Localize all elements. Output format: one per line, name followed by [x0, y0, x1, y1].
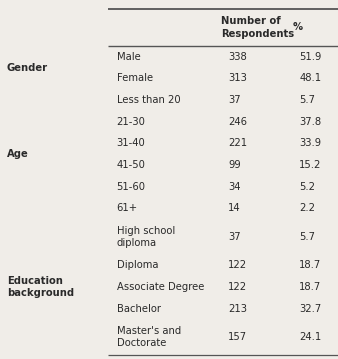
Text: 18.7: 18.7 [299, 282, 321, 292]
Text: 122: 122 [228, 260, 247, 270]
Text: 213: 213 [228, 304, 247, 314]
Text: Male: Male [117, 52, 140, 62]
Text: 61+: 61+ [117, 204, 138, 214]
Text: Gender: Gender [7, 62, 48, 73]
Text: 246: 246 [228, 117, 247, 127]
Text: 37.8: 37.8 [299, 117, 321, 127]
Text: Diploma: Diploma [117, 260, 158, 270]
Text: %: % [292, 23, 303, 32]
Text: 313: 313 [228, 74, 247, 83]
Text: Associate Degree: Associate Degree [117, 282, 204, 292]
Text: Female: Female [117, 74, 153, 83]
Text: 338: 338 [228, 52, 247, 62]
Text: 21-30: 21-30 [117, 117, 145, 127]
Text: 32.7: 32.7 [299, 304, 321, 314]
Text: 14: 14 [228, 204, 241, 214]
Text: 99: 99 [228, 160, 241, 170]
Text: 33.9: 33.9 [299, 139, 321, 148]
Text: 37: 37 [228, 232, 241, 242]
Text: 5.7: 5.7 [299, 95, 315, 105]
Text: Master's and
Doctorate: Master's and Doctorate [117, 326, 181, 348]
Text: High school
diploma: High school diploma [117, 226, 175, 248]
Text: Age: Age [7, 149, 28, 159]
Text: 34: 34 [228, 182, 241, 192]
Text: 5.2: 5.2 [299, 182, 315, 192]
Text: 5.7: 5.7 [299, 232, 315, 242]
Text: 51-60: 51-60 [117, 182, 146, 192]
Text: 37: 37 [228, 95, 241, 105]
Text: Bachelor: Bachelor [117, 304, 161, 314]
Text: 221: 221 [228, 139, 247, 148]
Text: 48.1: 48.1 [299, 74, 321, 83]
Text: Less than 20: Less than 20 [117, 95, 180, 105]
Text: 41-50: 41-50 [117, 160, 145, 170]
Text: 31-40: 31-40 [117, 139, 145, 148]
Text: 2.2: 2.2 [299, 204, 315, 214]
Text: 122: 122 [228, 282, 247, 292]
Text: Number of
Respondents: Number of Respondents [221, 16, 294, 39]
Text: 51.9: 51.9 [299, 52, 321, 62]
Text: 157: 157 [228, 332, 247, 342]
Text: Education
background: Education background [7, 276, 74, 298]
Text: 18.7: 18.7 [299, 260, 321, 270]
Text: 24.1: 24.1 [299, 332, 321, 342]
Text: 15.2: 15.2 [299, 160, 321, 170]
